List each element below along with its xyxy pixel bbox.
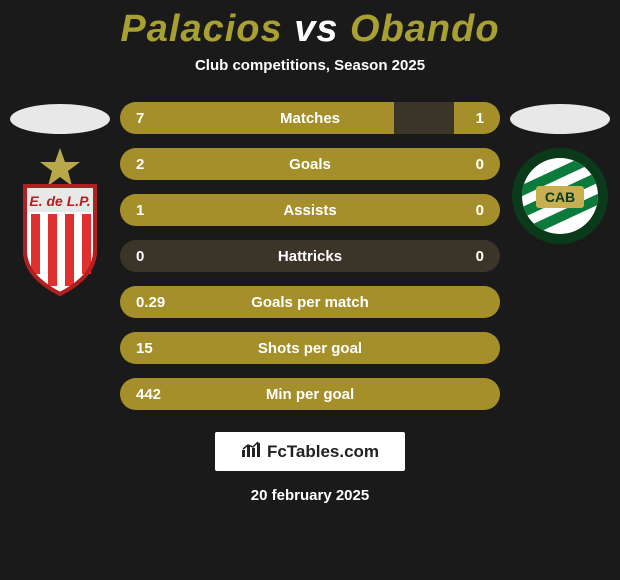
stat-row: 442Min per goal bbox=[120, 378, 500, 410]
right-crest-column: CAB bbox=[500, 104, 620, 246]
stat-label: Matches bbox=[200, 110, 420, 127]
stat-row: 1Assists0 bbox=[120, 194, 500, 226]
stat-label: Min per goal bbox=[200, 386, 420, 403]
main-row: E. de L.P. 7Matches12Goals01Assists00Hat… bbox=[0, 104, 620, 410]
player1-name: Palacios bbox=[120, 8, 282, 50]
brand-text: FcTables.com bbox=[267, 442, 379, 462]
stat-row: 15Shots per goal bbox=[120, 332, 500, 364]
vs-label: vs bbox=[294, 8, 338, 50]
subtitle: Club competitions, Season 2025 bbox=[195, 57, 425, 74]
crest-text: E. de L.P. bbox=[29, 193, 90, 209]
player2-name: Obando bbox=[350, 8, 500, 50]
stat-left-value: 442 bbox=[120, 386, 200, 403]
stat-right-value: 0 bbox=[420, 202, 500, 219]
stat-label: Goals bbox=[200, 156, 420, 173]
stats-list: 7Matches12Goals01Assists00Hattricks00.29… bbox=[120, 102, 500, 410]
left-crest-column: E. de L.P. bbox=[0, 104, 120, 296]
star-icon bbox=[40, 148, 80, 186]
stat-row: 2Goals0 bbox=[120, 148, 500, 180]
stat-label: Shots per goal bbox=[200, 340, 420, 357]
stat-label: Goals per match bbox=[200, 294, 420, 311]
stat-row: 7Matches1 bbox=[120, 102, 500, 134]
stat-row: 0.29Goals per match bbox=[120, 286, 500, 318]
stat-right-value: 0 bbox=[420, 248, 500, 265]
stat-right-value: 0 bbox=[420, 156, 500, 173]
estudiantes-crest-icon: E. de L.P. bbox=[10, 146, 110, 296]
disc-shadow bbox=[510, 104, 610, 134]
right-club-crest: CAB bbox=[510, 146, 610, 246]
chart-icon bbox=[241, 440, 261, 463]
stat-left-value: 1 bbox=[120, 202, 200, 219]
left-club-crest: E. de L.P. bbox=[10, 146, 110, 296]
banfield-crest-icon: CAB bbox=[510, 146, 610, 246]
comparison-card: Palacios vs Obando Club competitions, Se… bbox=[0, 0, 620, 580]
stat-right-value: 1 bbox=[420, 110, 500, 127]
page-title: Palacios vs Obando bbox=[120, 8, 499, 51]
stat-left-value: 2 bbox=[120, 156, 200, 173]
stat-left-value: 15 bbox=[120, 340, 200, 357]
banner-text: CAB bbox=[545, 189, 575, 205]
brand-logo: FcTables.com bbox=[215, 432, 405, 471]
stat-left-value: 0 bbox=[120, 248, 200, 265]
stat-row: 0Hattricks0 bbox=[120, 240, 500, 272]
stat-left-value: 7 bbox=[120, 110, 200, 127]
disc-shadow bbox=[10, 104, 110, 134]
stat-label: Assists bbox=[200, 202, 420, 219]
stat-left-value: 0.29 bbox=[120, 294, 200, 311]
stat-label: Hattricks bbox=[200, 248, 420, 265]
footer-date: 20 february 2025 bbox=[251, 487, 369, 504]
